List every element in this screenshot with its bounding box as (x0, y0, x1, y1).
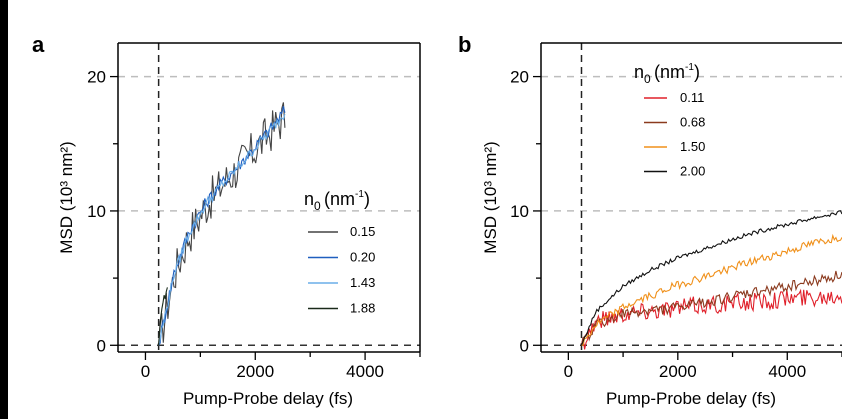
series-line-1.43 (158, 113, 286, 346)
series-line-1.88 (158, 287, 168, 346)
panel-b: 0 2000 4000 0 10 20 Pump-Probe delay (fs) MSD (… (481, 42, 842, 408)
x-tick-label: 2000 (236, 362, 274, 381)
x-tick-label: 0 (564, 362, 573, 381)
y-tick-label: 0 (97, 336, 106, 355)
legend-entry-1.43: 1.43 (350, 275, 375, 290)
legend-entry-0.20: 0.20 (350, 250, 375, 265)
x-axis-label: Pump-Probe delay (fs) (606, 389, 776, 408)
series-line-2.00 (580, 210, 842, 346)
legend-title: n0 (nm-1) (304, 189, 370, 213)
panel-a: 0 2000 4000 0 10 20 Pump-Probe delay (fs) MSD (… (57, 42, 421, 408)
left-border-bar (0, 0, 8, 419)
series-line-0.68 (580, 270, 842, 346)
y-tick-label: 0 (520, 336, 529, 355)
series-line-0.15 (158, 102, 286, 346)
legend-entry-2.00: 2.00 (680, 164, 705, 179)
y-tick-label: 10 (87, 202, 106, 221)
series-line-1.50 (581, 233, 842, 346)
y-tick-label: 20 (87, 68, 106, 87)
panel-b-letter: b (458, 32, 471, 57)
legend-entry-0.68: 0.68 (680, 115, 705, 130)
legend-title: n0 (nm-1) (634, 62, 700, 86)
x-axis-label: Pump-Probe delay (fs) (183, 389, 353, 408)
legend-entry-1.50: 1.50 (680, 139, 705, 154)
series-line-0.11 (580, 288, 842, 350)
x-tick-label: 2000 (659, 362, 697, 381)
x-tick-label: 4000 (346, 362, 384, 381)
panel-a-letter: a (32, 32, 45, 57)
y-axis-label: MSD (10³ nm²) (481, 141, 500, 253)
legend-entry-0.11: 0.11 (680, 90, 704, 105)
y-tick-label: 20 (510, 68, 529, 87)
y-axis-label: MSD (10³ nm²) (57, 141, 76, 253)
x-tick-label: 0 (141, 362, 150, 381)
y-tick-label: 10 (510, 202, 529, 221)
legend-entry-0.15: 0.15 (350, 224, 375, 239)
x-tick-label: 4000 (768, 362, 806, 381)
legend-entry-1.88: 1.88 (350, 301, 375, 316)
